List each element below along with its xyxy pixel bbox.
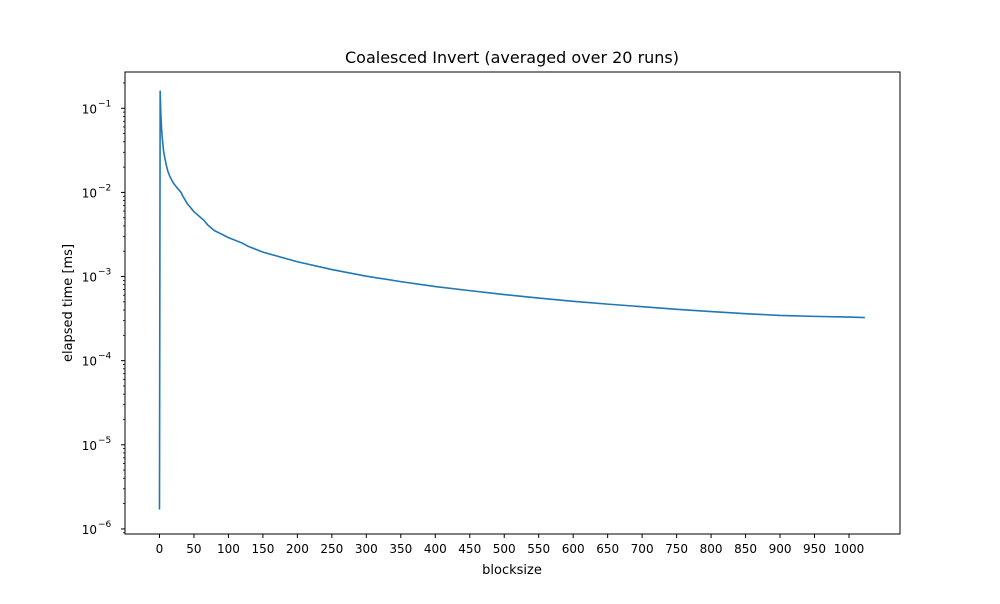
x-tick-label: 350	[389, 542, 412, 556]
axis-ticks: 0 50 100 150 200 250 300 350 400 450 500 550 600 650 7…	[82, 82, 865, 556]
x-tick-label: 150	[251, 542, 274, 556]
x-tick-label: 550	[527, 542, 550, 556]
x-axis-label: blocksize	[482, 563, 542, 578]
y-tick-label: 10	[82, 271, 97, 285]
x-tick-label: 750	[665, 542, 688, 556]
y-tick-exponent: −1	[98, 99, 111, 109]
y-tick-exponent: −2	[98, 183, 111, 193]
y-tick-label: 10	[82, 102, 97, 116]
x-tick-label: 600	[562, 542, 585, 556]
x-tick-label: 500	[493, 542, 516, 556]
x-tick-label: 800	[700, 542, 723, 556]
y-tick-label: 10	[82, 355, 97, 369]
x-tick-label: 50	[186, 542, 201, 556]
x-tick-label: 900	[769, 542, 792, 556]
y-axis-label: elapsed time [ms]	[61, 244, 76, 362]
x-tick-label: 0	[156, 542, 164, 556]
x-tick-label: 950	[803, 542, 826, 556]
x-tick-label: 700	[631, 542, 654, 556]
series-line-0	[158, 90, 865, 510]
x-tick-label: 850	[734, 542, 757, 556]
axes-frame	[124, 71, 901, 535]
y-tick-exponent: −4	[98, 352, 112, 362]
x-tick-label: 200	[286, 542, 309, 556]
y-tick-exponent: −5	[98, 436, 111, 446]
y-tick-exponent: −3	[98, 268, 111, 278]
x-tick-label: 250	[320, 542, 343, 556]
x-tick-label: 100	[217, 542, 240, 556]
y-tick-label: 10	[82, 186, 97, 200]
plot-area	[124, 71, 901, 535]
x-tick-label: 400	[424, 542, 447, 556]
chart-title: Coalesced Invert (averaged over 20 runs)	[345, 48, 679, 67]
x-tick-label: 300	[355, 542, 378, 556]
y-tick-exponent: −6	[98, 520, 112, 530]
x-tick-label: 650	[596, 542, 619, 556]
x-tick-label: 450	[458, 542, 481, 556]
y-tick-label: 10	[82, 523, 97, 537]
x-tick-label: 1000	[834, 542, 865, 556]
y-tick-label: 10	[82, 439, 97, 453]
